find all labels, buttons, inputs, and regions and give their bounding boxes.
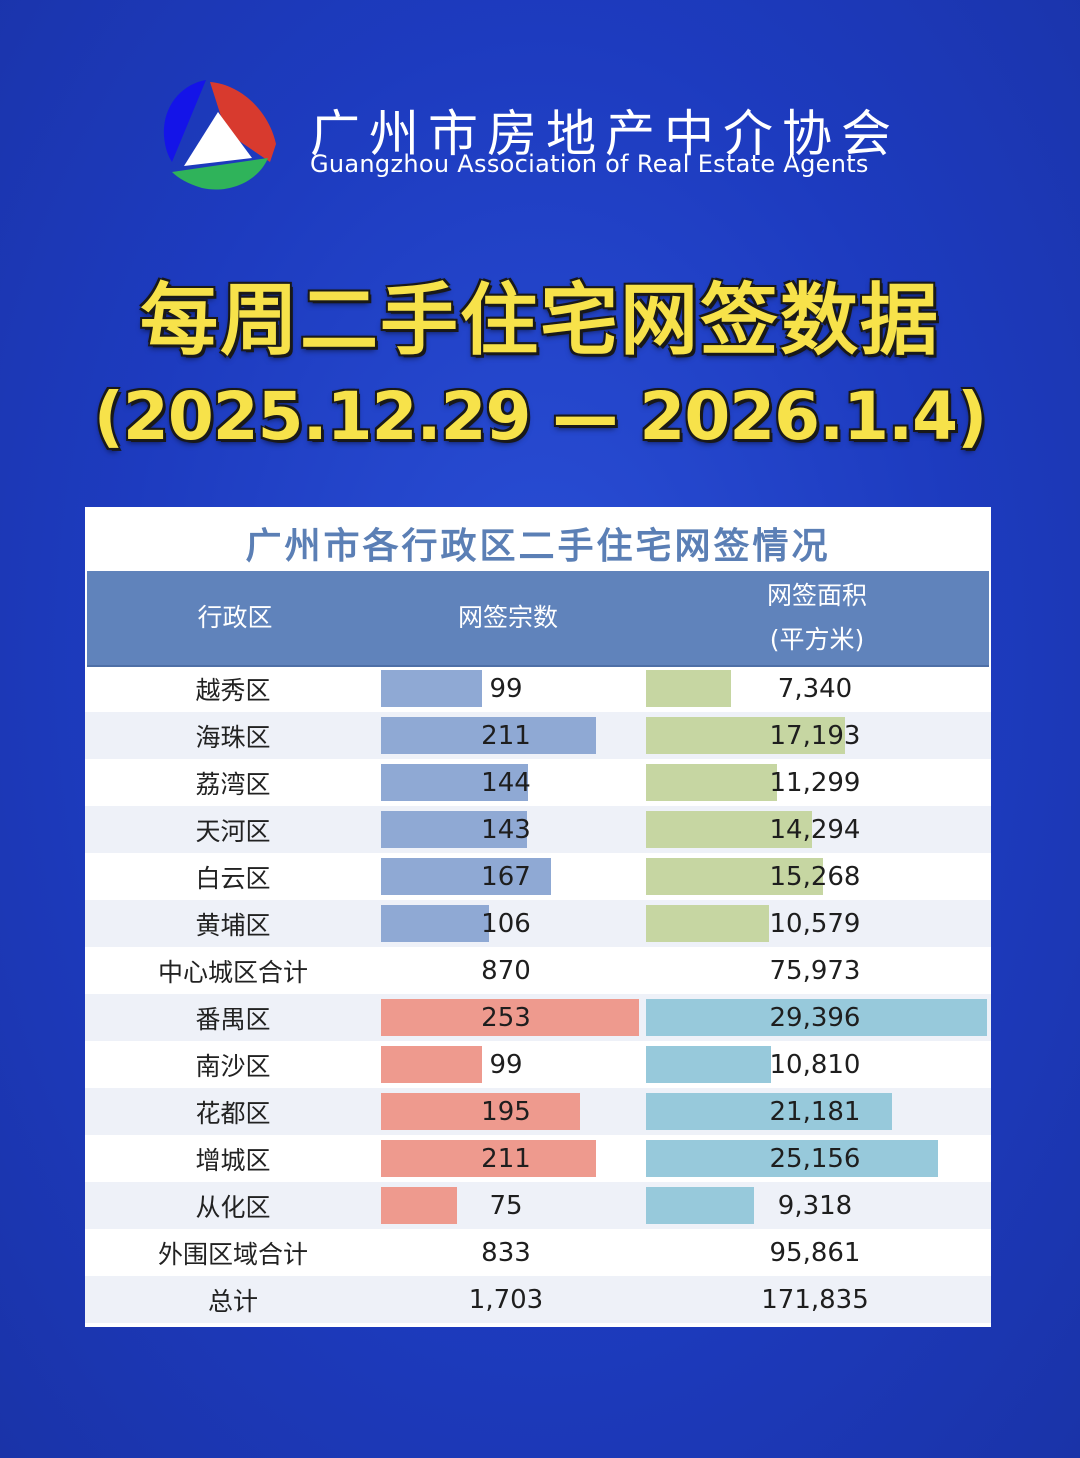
tri-color-triangle-logo-icon: [163, 80, 276, 190]
district-name: 荔湾区: [195, 769, 271, 799]
signing-count: 870: [481, 955, 531, 986]
table-header: 行政区 网签宗数 网签面积 (平方米): [87, 571, 989, 667]
district-name: 天河区: [195, 816, 271, 846]
area-bar: [646, 1093, 892, 1130]
date-range: (2025.12.29 — 2026.1.4): [93, 378, 988, 455]
signing-count: 99: [489, 673, 523, 704]
signing-count: 99: [489, 1049, 523, 1080]
district-name: 越秀区: [195, 675, 271, 705]
signing-count: 211: [481, 1143, 531, 1174]
table-row: 花都区 195 21,181: [85, 1088, 991, 1135]
district-name: 南沙区: [195, 1051, 271, 1081]
signing-area: 10,810: [769, 1049, 861, 1080]
district-name: 外围区域合计: [157, 1239, 308, 1269]
signing-area: 171,835: [761, 1284, 869, 1315]
count-bar: [381, 764, 528, 801]
area-bar: [646, 811, 812, 848]
area-bar: [646, 670, 731, 707]
table-row: 外围区域合计 833 95,861: [85, 1229, 991, 1276]
area-bar: [646, 1187, 754, 1224]
count-bar: [381, 1046, 482, 1083]
count-bar: [381, 905, 489, 942]
header-area: 网签面积 (平方米): [647, 571, 987, 665]
table-row: 增城区 211 25,156: [85, 1135, 991, 1182]
signing-area: 9,318: [777, 1190, 853, 1221]
area-bar: [646, 717, 845, 754]
signing-area: 15,268: [769, 861, 861, 892]
area-bar: [646, 764, 777, 801]
signing-area: 7,340: [777, 673, 853, 704]
signing-count: 167: [481, 861, 531, 892]
table-row: 黄埔区 106 10,579: [85, 900, 991, 947]
district-name: 海珠区: [195, 722, 271, 752]
table-row: 从化区 75 9,318: [85, 1182, 991, 1229]
org-header: 广州市房地产中介协会 Guangzhou Association of Real…: [158, 72, 938, 202]
district-name: 从化区: [195, 1192, 271, 1222]
district-name: 番禺区: [195, 1004, 271, 1034]
signing-area: 25,156: [769, 1143, 861, 1174]
signing-count: 833: [481, 1237, 531, 1268]
signing-area: 95,861: [769, 1237, 861, 1268]
table-row: 白云区 167 15,268: [85, 853, 991, 900]
area-bar: [646, 1140, 938, 1177]
signing-area: 21,181: [769, 1096, 861, 1127]
count-bar: [381, 717, 596, 754]
area-bar: [646, 858, 823, 895]
org-name-en: Guangzhou Association of Real Estate Age…: [310, 150, 869, 178]
signing-count: 75: [489, 1190, 523, 1221]
count-bar: [381, 1187, 457, 1224]
signing-count: 106: [481, 908, 531, 939]
signing-count: 195: [481, 1096, 531, 1127]
signing-count: 211: [481, 720, 531, 751]
org-name-cn: 广州市房地产中介协会: [310, 105, 900, 163]
signing-count: 253: [481, 1002, 531, 1033]
table-row: 越秀区 99 7,340: [85, 665, 991, 712]
area-bar: [646, 999, 987, 1036]
signing-area: 14,294: [769, 814, 861, 845]
data-table-panel: 广州市各行政区二手住宅网签情况 行政区 网签宗数 网签面积 (平方米) 越秀区 9…: [85, 507, 991, 1327]
count-bar: [381, 1140, 596, 1177]
header-area-label: 网签面积: [766, 581, 867, 610]
district-name: 黄埔区: [195, 910, 271, 940]
table-row: 总计 1,703 171,835: [85, 1276, 991, 1323]
header-area-unit: (平方米): [769, 625, 865, 654]
header-count-label: 网签宗数: [457, 603, 558, 632]
signing-count: 144: [481, 767, 531, 798]
count-bar: [381, 999, 639, 1036]
header-count: 网签宗数: [383, 571, 633, 665]
signing-area: 11,299: [769, 767, 861, 798]
district-name: 白云区: [195, 863, 271, 893]
table-row: 番禺区 253 29,396: [85, 994, 991, 1041]
table-row: 荔湾区 144 11,299: [85, 759, 991, 806]
table-row: 天河区 143 14,294: [85, 806, 991, 853]
table-row: 南沙区 99 10,810: [85, 1041, 991, 1088]
district-name: 总计: [207, 1286, 258, 1316]
area-bar: [646, 905, 769, 942]
table-caption: 广州市各行政区二手住宅网签情况: [245, 526, 831, 567]
table-row: 中心城区合计 870 75,973: [85, 947, 991, 994]
count-bar: [381, 811, 527, 848]
area-bar: [646, 1046, 771, 1083]
count-bar: [381, 858, 551, 895]
table-row: 海珠区 211 17,193: [85, 712, 991, 759]
header-district-label: 行政区: [197, 603, 273, 632]
count-bar: [381, 670, 482, 707]
district-name: 中心城区合计: [157, 957, 308, 987]
count-bar: [381, 1093, 580, 1130]
header-district: 行政区: [87, 571, 383, 665]
district-name: 增城区: [195, 1145, 271, 1175]
district-name: 花都区: [195, 1098, 271, 1128]
signing-area: 17,193: [769, 720, 861, 751]
page-title: 每周二手住宅网签数据: [139, 276, 940, 366]
signing-count: 143: [481, 814, 531, 845]
signing-area: 29,396: [769, 1002, 861, 1033]
signing-area: 10,579: [769, 908, 861, 939]
signing-count: 1,703: [468, 1284, 544, 1315]
signing-area: 75,973: [769, 955, 861, 986]
